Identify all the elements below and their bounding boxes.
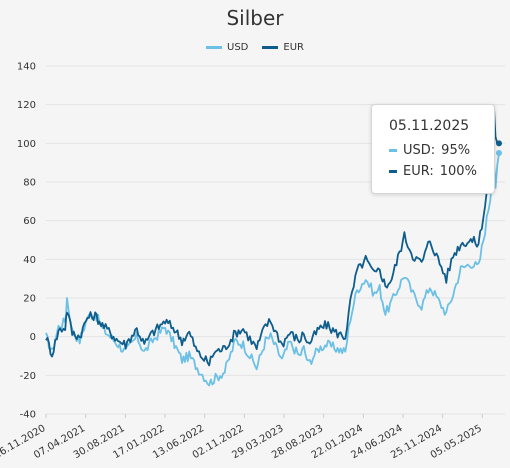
tooltip: 05.11.2025 USD: 95% EUR: 100% bbox=[371, 104, 495, 194]
legend-item-eur[interactable]: EUR bbox=[262, 42, 304, 53]
y-tick-label: 120 bbox=[17, 100, 36, 111]
y-tick-label: 80 bbox=[23, 178, 36, 189]
series-group bbox=[45, 106, 502, 387]
tooltip-row-eur: EUR: 100% bbox=[389, 164, 477, 179]
legend-item-usd[interactable]: USD bbox=[206, 42, 248, 53]
tooltip-value-eur: 100% bbox=[439, 164, 477, 179]
y-tick-label: 20 bbox=[23, 294, 36, 305]
tooltip-date: 05.11.2025 bbox=[389, 118, 470, 134]
y-tick-label: -20 bbox=[20, 371, 36, 382]
y-tick-label: 100 bbox=[17, 139, 36, 150]
y-tick-label: 40 bbox=[23, 255, 36, 266]
tooltip-label-eur: EUR: bbox=[403, 164, 434, 179]
tooltip-label-usd: USD: bbox=[403, 143, 436, 158]
tooltip-value-usd: 95% bbox=[441, 143, 471, 158]
y-tick-label: -40 bbox=[20, 410, 36, 421]
y-tick-label: 60 bbox=[23, 216, 36, 227]
y-tick-label: 140 bbox=[17, 62, 36, 73]
series-line-usd[interactable] bbox=[45, 152, 500, 387]
tooltip-swatch-usd bbox=[389, 149, 397, 152]
tooltip-row-usd: USD: 95% bbox=[389, 143, 470, 158]
legend-swatch-eur bbox=[262, 46, 279, 49]
series-end-point-eur[interactable] bbox=[496, 140, 502, 147]
y-axis: 140 120 100 80 60 40 20 0 -20 -40 bbox=[17, 62, 36, 421]
chart-title: Silber bbox=[226, 6, 284, 30]
legend-label-eur: EUR bbox=[283, 42, 304, 53]
x-axis: 16.11.202007.04.202130.08.202117.01.2022… bbox=[0, 414, 484, 461]
legend-label-usd: USD bbox=[227, 42, 249, 53]
tooltip-swatch-eur bbox=[389, 170, 397, 173]
series-line-eur[interactable] bbox=[45, 106, 499, 367]
grid bbox=[46, 65, 505, 415]
legend: USD EUR bbox=[0, 42, 510, 53]
y-tick-label: 0 bbox=[30, 332, 36, 343]
legend-swatch-usd bbox=[206, 46, 223, 49]
series-end-point-usd[interactable] bbox=[496, 150, 502, 156]
